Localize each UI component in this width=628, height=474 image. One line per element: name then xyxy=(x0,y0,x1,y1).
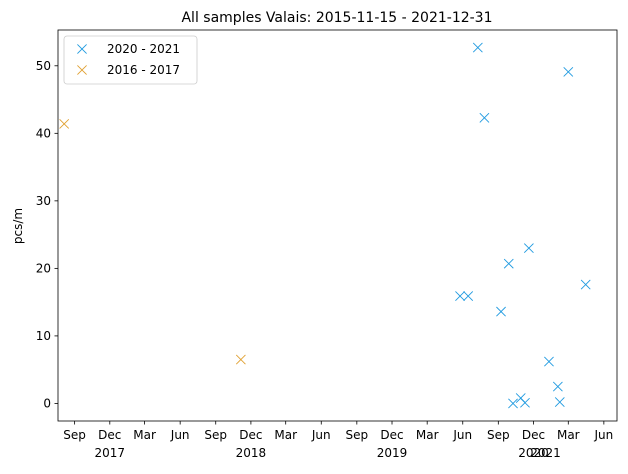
y-tick-label: 10 xyxy=(36,329,51,343)
x-year-label: 2019 xyxy=(377,446,408,460)
y-tick-label: 0 xyxy=(43,396,51,410)
data-point xyxy=(479,112,490,123)
data-point xyxy=(580,279,591,290)
series-0 xyxy=(455,42,591,409)
x-tick-label: Mar xyxy=(274,428,297,442)
series-1 xyxy=(59,118,246,365)
x-year-label: 2021 xyxy=(530,446,561,460)
x-tick-label: Mar xyxy=(416,428,439,442)
x-tick-label: Jun xyxy=(311,428,331,442)
x-tick-label: Sep xyxy=(63,428,86,442)
legend-box xyxy=(63,35,198,85)
data-point xyxy=(235,354,246,365)
x-tick-label: Dec xyxy=(522,428,545,442)
data-point xyxy=(523,243,534,254)
data-point xyxy=(508,398,518,409)
y-tick-label: 20 xyxy=(36,261,51,275)
data-point xyxy=(472,42,483,53)
x-year-label: 2017 xyxy=(95,446,126,460)
x-year-label: 2020 xyxy=(518,446,549,460)
legend-marker xyxy=(77,65,87,75)
x-tick-label: Dec xyxy=(239,428,262,442)
x-tick-label: Sep xyxy=(487,428,510,442)
x-tick-label: Sep xyxy=(346,428,369,442)
data-point xyxy=(463,291,474,301)
plot-area: 0 10 20 30 40 50 Sep Dec Mar Jun Sep Dec Mar Jun Sep De… xyxy=(36,29,618,460)
x-tick-label: Jun xyxy=(593,428,613,442)
legend: 2020 - 2021 2016 - 2017 xyxy=(63,35,198,85)
y-tick-label: 40 xyxy=(36,126,51,140)
x-tick-label: Dec xyxy=(380,428,403,442)
x-tick-label: Jun xyxy=(170,428,190,442)
x-tick-label: Jun xyxy=(452,428,472,442)
data-point xyxy=(59,118,70,129)
data-point xyxy=(554,397,565,408)
legend-label: 2020 - 2021 xyxy=(107,42,180,56)
x-year-label: 2018 xyxy=(236,446,267,460)
data-point xyxy=(496,306,506,317)
y-tick-label: 30 xyxy=(36,194,51,208)
x-tick-label: Mar xyxy=(133,428,156,442)
legend-marker xyxy=(77,44,87,54)
y-tick-label: 50 xyxy=(36,59,51,73)
data-point xyxy=(520,397,530,408)
plot-frame xyxy=(57,29,618,422)
data-point xyxy=(503,258,514,269)
data-point xyxy=(552,381,563,392)
legend-label: 2016 - 2017 xyxy=(107,63,180,77)
chart-title: All samples Valais: 2015-11-15 - 2021-12… xyxy=(181,10,492,26)
data-point xyxy=(455,291,465,301)
data-point xyxy=(563,66,574,77)
y-axis-label: pcs/m xyxy=(11,208,25,244)
x-tick-label: Mar xyxy=(557,428,580,442)
x-tick-label: Dec xyxy=(98,428,121,442)
x-tick-label: Sep xyxy=(204,428,227,442)
data-point xyxy=(544,356,554,367)
